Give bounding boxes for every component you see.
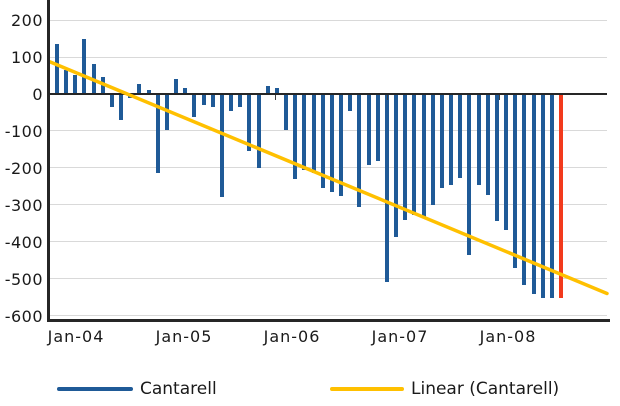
bar-Jul-04 [109, 94, 114, 107]
bar-Mar-07 [403, 94, 408, 220]
bar-May-05 [201, 94, 206, 105]
bar-May-08 [531, 94, 536, 295]
x-tick-label-Jan-05: Jan-05 [155, 327, 213, 346]
cantarell-line-swatch [57, 387, 133, 391]
bar-Jun-06 [320, 94, 325, 189]
bar-Feb-07 [394, 94, 399, 237]
bar-Jan-04 [55, 44, 59, 94]
bar-Aug-05 [229, 94, 234, 112]
bar-Apr-06 [302, 94, 307, 171]
bar-Jul-08 [549, 94, 554, 299]
plot-area [47, 0, 610, 322]
trendline [50, 60, 609, 296]
category-tick-0 [275, 95, 276, 100]
legend-label-cantarell: Cantarell [140, 379, 217, 399]
bar-Dec-05 [265, 86, 270, 94]
bar-Aug-07 [449, 94, 454, 185]
category-tick-1 [387, 95, 388, 100]
bar-Nov-07 [476, 94, 481, 185]
x-tick-label-Jan-07: Jan-07 [371, 327, 429, 346]
y-axis-labels: 200 100 0 -100 -200 -300 -400 -500 -600 [0, 0, 43, 330]
bar-Apr-07 [412, 94, 417, 215]
bar-Nov-04 [146, 89, 151, 94]
bar-Oct-05 [247, 94, 252, 151]
bar-Jan-06 [274, 88, 279, 94]
bar-Oct-06 [357, 94, 362, 208]
gridline--100 [50, 130, 607, 132]
bar-Sep-06 [348, 94, 353, 112]
legend-label-linear: Linear (Cantarell) [411, 379, 560, 399]
bar-Dec-06 [375, 94, 380, 161]
bar-Oct-07 [467, 94, 472, 256]
gridline--300 [50, 204, 607, 206]
bar-Jun-07 [430, 94, 435, 205]
bar-Feb-05 [174, 78, 179, 94]
linear-line-swatch [330, 387, 404, 391]
bar-Jul-07 [439, 94, 444, 189]
legend-item-cantarell: Cantarell [57, 377, 217, 401]
y-tick-label-0: 0 [32, 85, 43, 104]
bar-Jan-08 [494, 94, 499, 222]
bar-Sep-05 [238, 94, 243, 107]
bar-Jul-05 [219, 94, 224, 198]
bar-Sep-07 [458, 94, 463, 179]
y-tick-label--300: -300 [4, 195, 43, 215]
y-tick-label--200: -200 [4, 158, 43, 178]
zero-axis-line [50, 93, 607, 95]
bar-Oct-04 [137, 84, 142, 94]
bar-Nov-06 [366, 94, 371, 165]
bar-Feb-06 [284, 94, 289, 130]
y-tick-label--100: -100 [4, 121, 43, 141]
x-tick-label-Jan-08: Jan-08 [479, 327, 537, 346]
bar-Aug-04 [119, 94, 124, 120]
bar-Jun-05 [210, 94, 215, 107]
gridline--400 [50, 241, 607, 243]
bar-May-06 [311, 94, 316, 174]
bar-Dec-04 [155, 94, 160, 174]
category-tick-2 [499, 95, 500, 100]
legend-item-linear: Linear (Cantarell) [330, 377, 559, 401]
bar-Apr-04 [82, 39, 87, 94]
bar-Dec-07 [485, 94, 490, 195]
bar-Jan-07 [384, 94, 389, 283]
y-tick-label--600: -600 [4, 306, 43, 326]
bar-Nov-05 [256, 94, 261, 169]
bar-Aug-06 [339, 94, 344, 197]
bar-Apr-05 [192, 94, 197, 117]
bar-Jul-06 [329, 94, 334, 193]
y-tick-label--500: -500 [4, 269, 43, 289]
gridline--600 [50, 315, 607, 317]
x-tick-label-Jan-04: Jan-04 [47, 327, 105, 346]
y-tick-label-200: 200 [10, 11, 43, 31]
bar-Apr-08 [522, 94, 527, 285]
gridline-200 [50, 19, 607, 21]
x-axis-labels: Jan-04 Jan-05 Jan-06 Jan-07 Jan-08 [0, 327, 620, 349]
y-tick-label--400: -400 [4, 232, 43, 252]
x-tick-label-Jan-06: Jan-06 [263, 327, 321, 346]
gridline--200 [50, 167, 607, 169]
bar-highlight-Aug-08 [559, 94, 564, 299]
bar-Mar-08 [513, 94, 518, 268]
bar-Feb-04 [64, 69, 69, 94]
bar-Feb-08 [504, 94, 509, 230]
bar-Mar-04 [73, 75, 78, 94]
bar-Jun-08 [540, 94, 545, 298]
legend: Cantarell Linear (Cantarell) [0, 377, 620, 403]
gridline-100 [50, 56, 607, 58]
y-tick-label-100: 100 [10, 48, 43, 68]
bar-May-07 [421, 94, 426, 219]
bar-Mar-06 [293, 94, 298, 179]
gridline--500 [50, 278, 607, 280]
bar-Mar-05 [183, 88, 188, 94]
